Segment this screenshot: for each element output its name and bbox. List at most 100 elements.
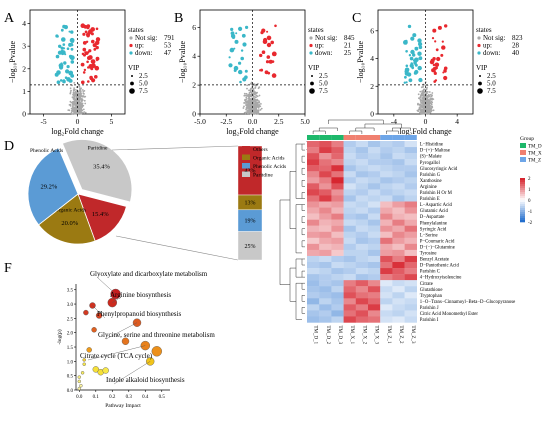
heatmap-cell xyxy=(355,219,369,226)
point-not-sig xyxy=(419,98,422,101)
heatmap-cell xyxy=(343,304,356,311)
point-not-sig xyxy=(253,83,256,86)
heatmap-cell xyxy=(392,280,405,287)
legend-swatch xyxy=(520,157,526,162)
heatmap-cell xyxy=(343,286,356,293)
heatmap-cell xyxy=(380,213,393,220)
x-tick-label: 0.1 xyxy=(93,395,100,400)
point-up xyxy=(259,69,262,72)
heatmap-cell xyxy=(380,298,393,305)
legend-status-count: 47 xyxy=(164,49,172,57)
legend-status-label: up: xyxy=(135,42,144,50)
legend-dot-down xyxy=(309,51,313,55)
row-label: Parishin H Or M xyxy=(420,191,453,196)
point-not-sig xyxy=(421,111,423,114)
heatmap-cell xyxy=(380,165,393,172)
point-not-sig xyxy=(72,108,74,110)
heatmap-cell xyxy=(331,141,344,148)
heatmap-cell xyxy=(307,153,320,160)
point-down xyxy=(405,81,408,84)
heatmap-cell xyxy=(307,231,320,238)
heatmap-cell xyxy=(392,243,405,251)
dendrogram-branch xyxy=(349,130,363,134)
legend-vip-dot xyxy=(129,88,135,94)
heatmap-cell xyxy=(368,249,381,257)
point-not-sig xyxy=(72,101,75,104)
color-scale-step xyxy=(520,196,525,199)
heatmap-cell xyxy=(331,207,344,214)
pathway-point xyxy=(83,309,89,316)
dendrogram-branch xyxy=(301,307,305,314)
heatmap-cell xyxy=(392,153,405,160)
heatmap-cell xyxy=(380,153,393,160)
heatmap-cell xyxy=(343,195,356,202)
legend-status-label: down: xyxy=(135,49,153,57)
point-up xyxy=(261,50,266,54)
point-not-sig xyxy=(250,109,253,112)
row-label: Glutathione xyxy=(420,288,443,293)
heatmap-cell xyxy=(404,298,417,305)
heatmap-cell xyxy=(380,243,393,251)
point-not-sig xyxy=(246,107,249,109)
dendrogram-branch xyxy=(318,127,338,131)
point-up xyxy=(266,35,272,41)
heatmap-cell xyxy=(331,147,344,154)
point-not-sig xyxy=(259,109,262,111)
column-label: TM_D_1 xyxy=(313,326,318,345)
heatmap-e: L−HistidineD−(+)−Maltose(S)−MalatePyroga… xyxy=(279,119,542,345)
legend-vip-dot xyxy=(477,88,483,94)
x-tick-label: 0 xyxy=(424,117,428,126)
point-down xyxy=(417,65,422,71)
heatmap-cell xyxy=(331,189,344,196)
point-down xyxy=(418,42,423,47)
heatmap-cell xyxy=(343,171,356,178)
pathway-label: Phenylpropanoid biosynthesis xyxy=(97,310,181,318)
heatmap-cell xyxy=(392,147,405,154)
legend-dot-not-sig xyxy=(129,36,133,40)
heatmap-cell xyxy=(307,165,320,172)
pie-slice-pct: 20.0% xyxy=(61,220,78,227)
point-up xyxy=(443,69,446,72)
point-not-sig xyxy=(425,100,428,102)
heatmap-cell xyxy=(355,147,369,154)
point-up xyxy=(440,53,444,57)
point-not-sig xyxy=(71,113,74,115)
point-up xyxy=(266,30,269,33)
legend-status-count: 791 xyxy=(164,34,175,42)
point-not-sig xyxy=(426,91,429,93)
legend-vip-label: 5.0 xyxy=(139,80,148,88)
heatmap-cell xyxy=(331,219,344,226)
legend-swatch xyxy=(242,146,250,152)
point-not-sig xyxy=(74,94,77,97)
breakdown-pct: 19% xyxy=(245,219,256,225)
point-not-sig xyxy=(69,92,72,95)
dendrogram-branch xyxy=(301,240,305,248)
row-label: Parishin I xyxy=(420,318,439,323)
breakdown-segment xyxy=(237,145,263,196)
x-axis-label: log₂Fold change xyxy=(226,127,279,136)
point-down xyxy=(417,38,422,43)
heatmap-cell xyxy=(392,189,405,196)
point-not-sig xyxy=(252,112,255,115)
heatmap-cell xyxy=(343,255,356,263)
point-down xyxy=(245,25,249,29)
heatmap-cell xyxy=(307,219,320,226)
point-not-sig xyxy=(417,93,420,96)
point-up xyxy=(444,24,447,27)
legend-title-states: states xyxy=(128,26,144,34)
point-not-sig xyxy=(419,90,422,93)
heatmap-cell xyxy=(307,298,320,305)
dendrogram-branch xyxy=(289,267,296,302)
dendrogram-branch xyxy=(301,295,305,302)
point-not-sig xyxy=(417,102,419,105)
heatmap-cell xyxy=(355,195,369,202)
point-down xyxy=(240,56,244,61)
y-tick-label: 4 xyxy=(370,54,374,63)
point-down xyxy=(55,54,60,59)
point-not-sig xyxy=(72,96,75,99)
group-annotation-cell xyxy=(355,135,368,140)
point-not-sig xyxy=(77,93,80,96)
legend-label: Phenolic Acids xyxy=(253,164,286,170)
legend-title-group: Group xyxy=(520,136,534,142)
heatmap-cell xyxy=(319,183,332,190)
